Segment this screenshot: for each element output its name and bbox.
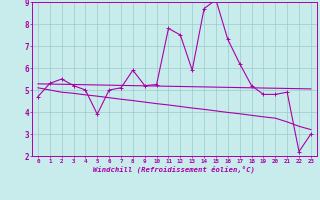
X-axis label: Windchill (Refroidissement éolien,°C): Windchill (Refroidissement éolien,°C) [93,165,255,173]
